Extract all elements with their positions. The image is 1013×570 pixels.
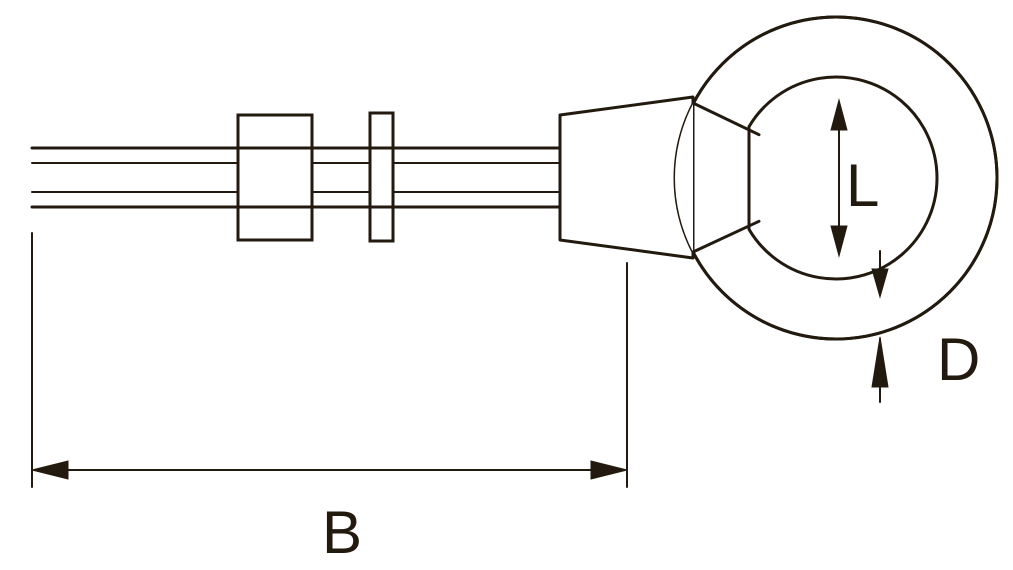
dimension-label-d: D bbox=[937, 326, 980, 393]
dimension-label-b: B bbox=[322, 499, 362, 566]
eye-bolt-diagram: B L D bbox=[0, 0, 1013, 570]
dimension-label-l: L bbox=[846, 152, 879, 219]
